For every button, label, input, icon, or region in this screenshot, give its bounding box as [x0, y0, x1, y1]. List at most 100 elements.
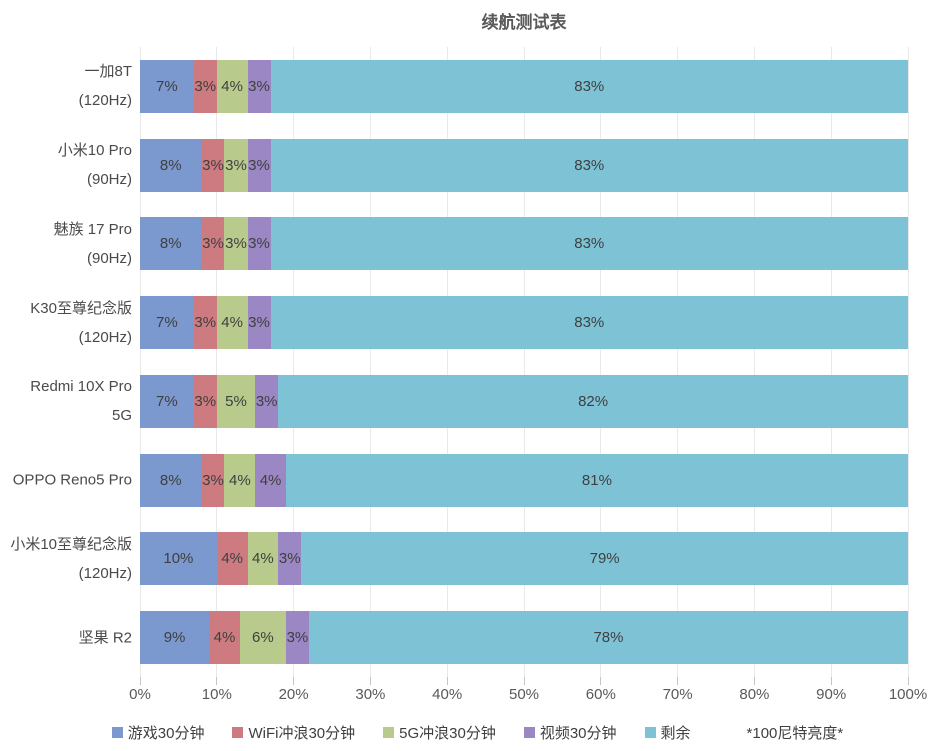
bar-segment: 4% [224, 453, 256, 507]
axis-tick-100% [907, 677, 909, 685]
stacked-bar: 10% 4% 4% 3% 79% [140, 532, 908, 586]
bar-segment: 83% [270, 217, 908, 271]
axis-tick-90% [830, 677, 832, 685]
category-label: 坚果 R2 [78, 629, 132, 647]
legend-item: 5G冲浪30分钟 [383, 722, 496, 743]
bar-segment: 3% [247, 138, 271, 192]
category-label: OPPO Reno5 Pro [12, 471, 132, 489]
chart-legend: 游戏30分钟 WiFi冲浪30分钟 5G冲浪30分钟 视频30分钟 剩余 *100尼特亮度… [0, 722, 941, 743]
chart-title: 续航测试表 [481, 13, 567, 32]
bar-segment: 5% [216, 374, 256, 428]
bar-segment: 7% [140, 59, 194, 113]
legend-item: WiFi冲浪30分钟 [232, 722, 355, 743]
bar-segment: 81% [285, 453, 908, 507]
x-tick-label: 90% [816, 686, 847, 703]
gridline-30% [369, 47, 371, 677]
x-tick-label: 40% [432, 686, 463, 703]
gridline-60% [600, 47, 602, 677]
legend-label: 5G冲浪30分钟 [399, 725, 496, 742]
x-tick-label: 0% [129, 686, 151, 703]
bar-segment: 8% [140, 217, 202, 271]
legend-label: 视频30分钟 [539, 725, 617, 742]
bar-segment: 3% [193, 374, 217, 428]
stacked-bar: 8% 3% 3% 3% 83% [140, 138, 908, 192]
axis-tick-60% [600, 677, 602, 685]
bar-segment: 78% [308, 611, 908, 665]
bar-segment: 4% [216, 59, 248, 113]
bar-segment: 79% [301, 532, 908, 586]
category-label: 小米10 Pro (90Hz) [57, 142, 132, 189]
legend-item: 视频30分钟 [523, 722, 617, 743]
bar-segment: 4% [216, 532, 248, 586]
legend-item: 剩余 [644, 722, 691, 743]
legend-label: 游戏30分钟 [127, 725, 205, 742]
bar-segment: 4% [247, 532, 279, 586]
bar-segment: 3% [285, 611, 309, 665]
stacked-bar: 7% 3% 4% 3% 83% [140, 296, 908, 350]
x-tick-label: 50% [508, 686, 540, 703]
gridline-10% [216, 47, 218, 677]
bar-segment: 3% [255, 374, 279, 428]
legend-label: WiFi冲浪30分钟 [248, 725, 356, 742]
bar-row: 8% 3% 3% 3% 83% [140, 217, 908, 271]
axis-tick-20% [293, 677, 295, 685]
legend-swatch-icon [383, 727, 395, 738]
brightness-note: *100尼特亮度* [746, 725, 844, 742]
x-tick-label: 20% [278, 686, 309, 703]
bar-segment: 4% [255, 453, 286, 507]
bar-row: 7% 3% 5% 3% 82% [140, 374, 908, 428]
legend-label: 剩余 [660, 725, 691, 742]
gridline-40% [446, 47, 448, 677]
axis-tick-70% [677, 677, 679, 685]
x-axis-labels: 0% 10% 20% 30% 40% 50% 60% 70% 80% 90% 100% [129, 686, 927, 706]
bar-segment: 3% [247, 217, 271, 271]
gridline-50% [523, 47, 525, 677]
gridline-90% [830, 47, 832, 677]
bar-segment: 8% [140, 138, 202, 192]
stacked-bar: 9% 4% 6% 3% 78% [140, 611, 908, 665]
plot-area: 7% 3% 4% 3% 83% 8% 3% 3% 3% 83% 8% 3% 3% 3% 83% 7% 3% 4% 3… [139, 47, 909, 685]
bar-segment: 3% [201, 138, 225, 192]
bar-segment: 7% [140, 374, 194, 428]
axis-tick-0% [139, 677, 141, 685]
bar-segment: 3% [247, 59, 271, 113]
bar-row: 8% 3% 4% 4% 81% [140, 453, 908, 507]
category-label: 小米10至尊纪念版 (120Hz) [10, 535, 132, 582]
axis-tick-10% [216, 677, 218, 685]
axis-tick-80% [753, 677, 755, 685]
category-label: 魅族 17 Pro (90Hz) [53, 220, 132, 267]
bar-segment: 83% [270, 296, 908, 350]
legend-swatch-icon [111, 727, 123, 738]
x-tick-label: 70% [662, 686, 693, 703]
x-tick-label: 100% [888, 686, 928, 703]
gridline-0% [139, 47, 141, 677]
bar-segment: 6% [239, 611, 286, 665]
bar-row: 7% 3% 4% 3% 83% [140, 59, 908, 113]
bar-row: 10% 4% 4% 3% 79% [140, 532, 908, 586]
bar-segment: 3% [224, 138, 248, 192]
x-tick-label: 80% [739, 686, 770, 703]
bar-row: 9% 4% 6% 3% 78% [140, 611, 908, 665]
gridline-80% [753, 47, 755, 677]
category-label: K30至尊纪念版 (120Hz) [30, 299, 132, 346]
legend-swatch-icon [232, 727, 244, 738]
gridline-100% [907, 47, 909, 677]
bar-segment: 4% [209, 611, 240, 665]
bar-segment: 3% [193, 296, 217, 350]
bar-segment: 4% [216, 296, 248, 350]
y-axis-labels: 一加8T (120Hz) 小米10 Pro (90Hz) 魅族 17 Pro (90Hz)… [0, 47, 132, 677]
bar-segment: 8% [140, 453, 202, 507]
bar-segment: 82% [278, 374, 908, 428]
bar-segment: 7% [140, 296, 194, 350]
bar-segment: 9% [140, 611, 210, 665]
bar-segment: 3% [201, 453, 225, 507]
x-tick-label: 30% [355, 686, 386, 703]
bar-segment: 3% [224, 217, 248, 271]
gridline-70% [677, 47, 679, 677]
bar-segment: 83% [270, 138, 908, 192]
bar-segment: 3% [278, 532, 302, 586]
stacked-bar: 8% 3% 3% 3% 83% [140, 217, 908, 271]
bar-segment: 3% [247, 296, 271, 350]
stacked-bar: 7% 3% 5% 3% 82% [140, 374, 908, 428]
